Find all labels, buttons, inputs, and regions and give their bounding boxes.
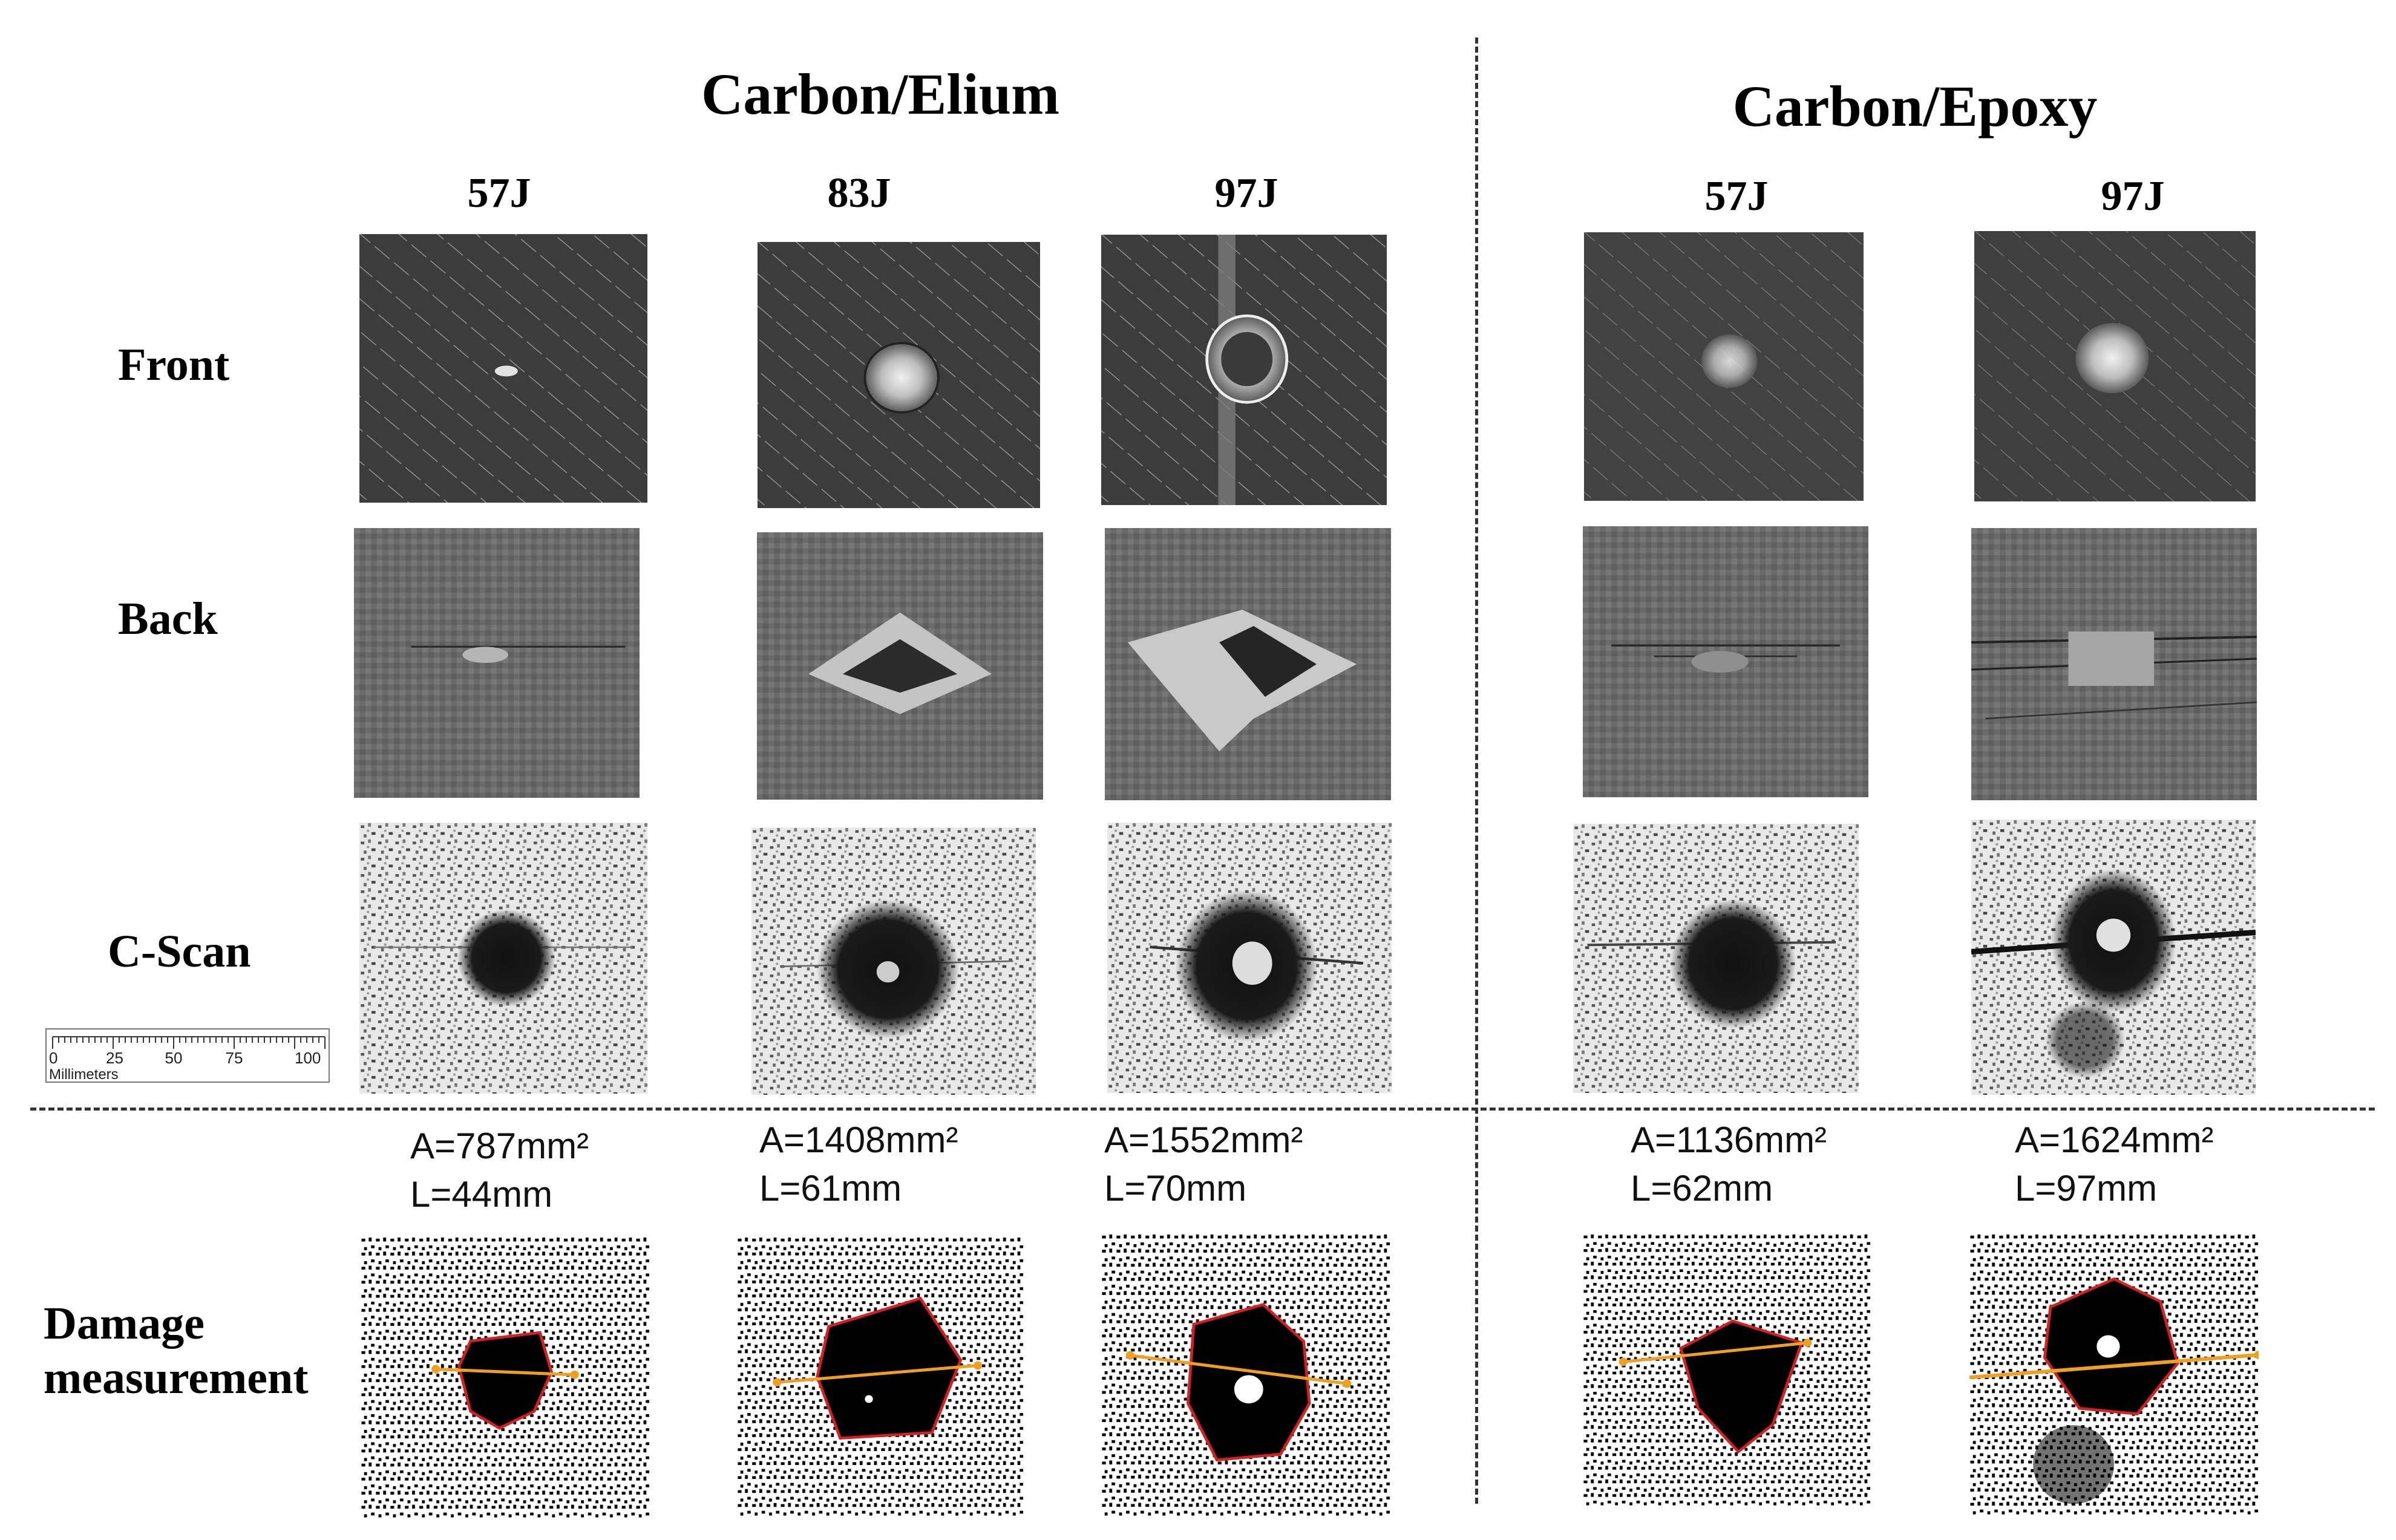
back-image [757, 532, 1043, 800]
row-label-damage: Damage [44, 1298, 205, 1349]
row-label-front: Front [118, 339, 230, 390]
cscan-image [359, 823, 647, 1094]
front-image [359, 234, 647, 503]
section-divider [30, 1108, 2375, 1111]
back-image [354, 528, 640, 798]
damage-measurement-image [1583, 1234, 1871, 1506]
measurement-length: L=97mm [2015, 1168, 2158, 1209]
damage-measurement-image [1969, 1234, 2259, 1515]
measurement-length: L=44mm [410, 1174, 553, 1215]
measurement-length: L=61mm [759, 1168, 902, 1209]
scale-bar: 0 25 50 75 100 Millimeters [45, 1028, 330, 1083]
scale-tick: 50 [165, 1049, 183, 1067]
scale-tick: 100 [295, 1049, 321, 1067]
damage-measurement-image [737, 1237, 1024, 1516]
scale-tick: 0 [49, 1049, 57, 1067]
cscan-image [1971, 820, 2256, 1095]
cscan-image [1573, 824, 1859, 1093]
energy-label: 57J [467, 170, 531, 217]
group-title-carbon-epoxy: Carbon/Epoxy [1732, 74, 2098, 139]
energy-label: 97J [1214, 170, 1278, 217]
damage-measurement-image [1101, 1234, 1390, 1516]
damage-measurement-image [361, 1237, 650, 1518]
front-image [1101, 235, 1387, 505]
group-title-carbon-elium: Carbon/Elium [701, 62, 1060, 126]
back-image [1105, 528, 1391, 800]
row-label-cscan: C-Scan [108, 926, 251, 977]
front-image [1584, 232, 1864, 501]
front-image [1974, 231, 2256, 501]
measurement-area: A=1136mm² [1631, 1120, 1827, 1160]
scale-tick: 75 [226, 1049, 243, 1067]
cscan-image [751, 827, 1036, 1095]
measurement-length: L=70mm [1104, 1168, 1247, 1209]
measurement-area: A=787mm² [410, 1126, 589, 1166]
measurement-area: A=1552mm² [1104, 1120, 1303, 1160]
back-image [1971, 528, 2257, 800]
cscan-image [1107, 823, 1392, 1093]
front-image [758, 242, 1040, 508]
measurement-length: L=62mm [1631, 1168, 1773, 1209]
energy-label: 83J [827, 170, 891, 217]
group-divider [1475, 38, 1478, 1504]
measurement-area: A=1624mm² [2015, 1120, 2214, 1160]
energy-label: 57J [1704, 173, 1769, 220]
scale-unit: Millimeters [49, 1066, 119, 1083]
row-label-back: Back [118, 593, 218, 644]
measurement-area: A=1408mm² [759, 1120, 958, 1160]
energy-label: 97J [2101, 173, 2165, 220]
row-label-measurement: measurement [44, 1352, 309, 1403]
back-image [1583, 526, 1868, 797]
scale-tick: 25 [106, 1049, 123, 1067]
